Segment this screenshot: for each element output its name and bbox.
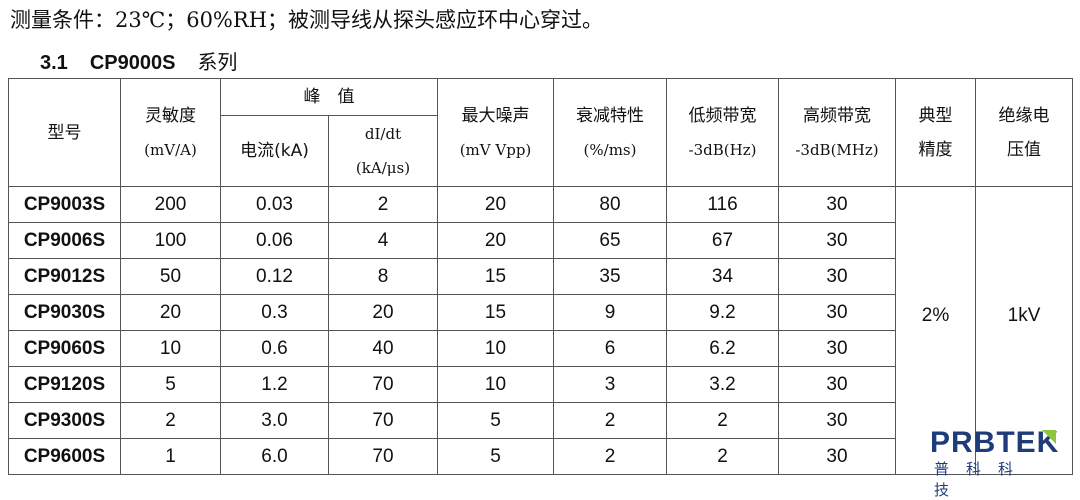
value-cell: 20 bbox=[437, 222, 554, 259]
value-cell: 0.06 bbox=[220, 222, 329, 259]
value-cell: 2 bbox=[666, 402, 779, 439]
header-peak: 峰 值 bbox=[220, 78, 438, 116]
header-didt: dI/dt (kA/μs) bbox=[328, 115, 438, 187]
logo-accent-icon bbox=[1042, 430, 1056, 444]
model-cell: CP9060S bbox=[8, 330, 121, 367]
value-cell: 116 bbox=[666, 186, 779, 223]
value-cell: 30 bbox=[778, 438, 896, 475]
header-model: 型号 bbox=[8, 78, 121, 187]
header-high-bandwidth: 高频带宽 -3dB(MHz) bbox=[778, 78, 896, 187]
table-row: CP9300S 2 3.0 70 5 2 2 30 bbox=[8, 402, 1073, 439]
value-cell: 2 bbox=[553, 438, 667, 475]
value-cell: 2 bbox=[553, 402, 667, 439]
section-title: 3.1 CP9000S 系列 bbox=[40, 46, 259, 75]
table-row: CP9030S 20 0.3 20 15 9 9.2 30 bbox=[8, 294, 1073, 331]
prbtek-logo: PRBTEK 普科科技 bbox=[930, 428, 1060, 500]
value-cell: 0.03 bbox=[220, 186, 329, 223]
measurement-conditions: 测量条件：23℃；60%RH；被测导线从探头感应环中心穿过。 bbox=[10, 8, 604, 32]
value-cell: 5 bbox=[437, 438, 554, 475]
value-cell: 3.2 bbox=[666, 366, 779, 403]
value-cell: 30 bbox=[778, 258, 896, 295]
value-cell: 5 bbox=[437, 402, 554, 439]
value-cell: 70 bbox=[328, 438, 438, 475]
value-cell: 65 bbox=[553, 222, 667, 259]
model-cell: CP9006S bbox=[8, 222, 121, 259]
value-cell: 2 bbox=[666, 438, 779, 475]
model-cell: CP9600S bbox=[8, 438, 121, 475]
value-cell: 3.0 bbox=[220, 402, 329, 439]
value-cell: 10 bbox=[437, 366, 554, 403]
value-cell: 200 bbox=[120, 186, 221, 223]
insulation-cell: 1kV bbox=[975, 186, 1073, 475]
value-cell: 35 bbox=[553, 258, 667, 295]
value-cell: 30 bbox=[778, 186, 896, 223]
value-cell: 70 bbox=[328, 402, 438, 439]
value-cell: 20 bbox=[120, 294, 221, 331]
header-decay: 衰减特性 (%/ms) bbox=[553, 78, 667, 187]
value-cell: 15 bbox=[437, 294, 554, 331]
value-cell: 30 bbox=[778, 294, 896, 331]
model-cell: CP9120S bbox=[8, 366, 121, 403]
value-cell: 20 bbox=[328, 294, 438, 331]
model-cell: CP9012S bbox=[8, 258, 121, 295]
value-cell: 9 bbox=[553, 294, 667, 331]
value-cell: 100 bbox=[120, 222, 221, 259]
value-cell: 10 bbox=[120, 330, 221, 367]
value-cell: 67 bbox=[666, 222, 779, 259]
table-row: CP9006S 100 0.06 4 20 65 67 30 bbox=[8, 222, 1073, 259]
value-cell: 4 bbox=[328, 222, 438, 259]
value-cell: 1.2 bbox=[220, 366, 329, 403]
value-cell: 0.12 bbox=[220, 258, 329, 295]
value-cell: 40 bbox=[328, 330, 438, 367]
header-sensitivity: 灵敏度 (mV/A) bbox=[120, 78, 221, 187]
accuracy-cell: 2% bbox=[895, 186, 976, 475]
model-cell: CP9300S bbox=[8, 402, 121, 439]
value-cell: 6.2 bbox=[666, 330, 779, 367]
table-row: CP9012S 50 0.12 8 15 35 34 30 bbox=[8, 258, 1073, 295]
value-cell: 30 bbox=[778, 330, 896, 367]
value-cell: 9.2 bbox=[666, 294, 779, 331]
value-cell: 50 bbox=[120, 258, 221, 295]
value-cell: 2 bbox=[120, 402, 221, 439]
value-cell: 20 bbox=[437, 186, 554, 223]
value-cell: 80 bbox=[553, 186, 667, 223]
value-cell: 8 bbox=[328, 258, 438, 295]
spec-table: 型号 灵敏度 (mV/A) 峰 值 最大噪声 (mV Vpp) 衰减特性 (%/ms)… bbox=[8, 78, 1073, 475]
header-insulation: 绝缘电 压值 bbox=[975, 78, 1073, 187]
value-cell: 10 bbox=[437, 330, 554, 367]
logo-text: PRBTEK bbox=[930, 426, 1060, 459]
table-row: CP9120S 5 1.2 70 10 3 3.2 30 bbox=[8, 366, 1073, 403]
value-cell: 6.0 bbox=[220, 438, 329, 475]
model-cell: CP9030S bbox=[8, 294, 121, 331]
value-cell: 70 bbox=[328, 366, 438, 403]
section-suffix: 系列 bbox=[197, 50, 238, 74]
header-accuracy: 典型 精度 bbox=[895, 78, 976, 187]
value-cell: 0.3 bbox=[220, 294, 329, 331]
value-cell: 3 bbox=[553, 366, 667, 403]
value-cell: 15 bbox=[437, 258, 554, 295]
model-cell: CP9003S bbox=[8, 186, 121, 223]
header-low-bandwidth: 低频带宽 -3dB(Hz) bbox=[666, 78, 779, 187]
value-cell: 0.6 bbox=[220, 330, 329, 367]
table-row: CP9600S 1 6.0 70 5 2 2 30 bbox=[8, 438, 1073, 475]
header-current: 电流(kA) bbox=[220, 115, 329, 187]
value-cell: 30 bbox=[778, 366, 896, 403]
value-cell: 2 bbox=[328, 186, 438, 223]
logo-chinese: 普科科技 bbox=[934, 460, 1031, 499]
header-noise: 最大噪声 (mV Vpp) bbox=[437, 78, 554, 187]
section-model: CP9000S bbox=[89, 52, 176, 74]
section-number: 3.1 bbox=[40, 52, 68, 74]
value-cell: 5 bbox=[120, 366, 221, 403]
table-row: CP9003S 200 0.03 2 20 80 116 30 2% 1kV bbox=[8, 186, 1073, 475]
value-cell: 30 bbox=[778, 222, 896, 259]
value-cell: 6 bbox=[553, 330, 667, 367]
value-cell: 1 bbox=[120, 438, 221, 475]
value-cell: 30 bbox=[778, 402, 896, 439]
value-cell: 34 bbox=[666, 258, 779, 295]
